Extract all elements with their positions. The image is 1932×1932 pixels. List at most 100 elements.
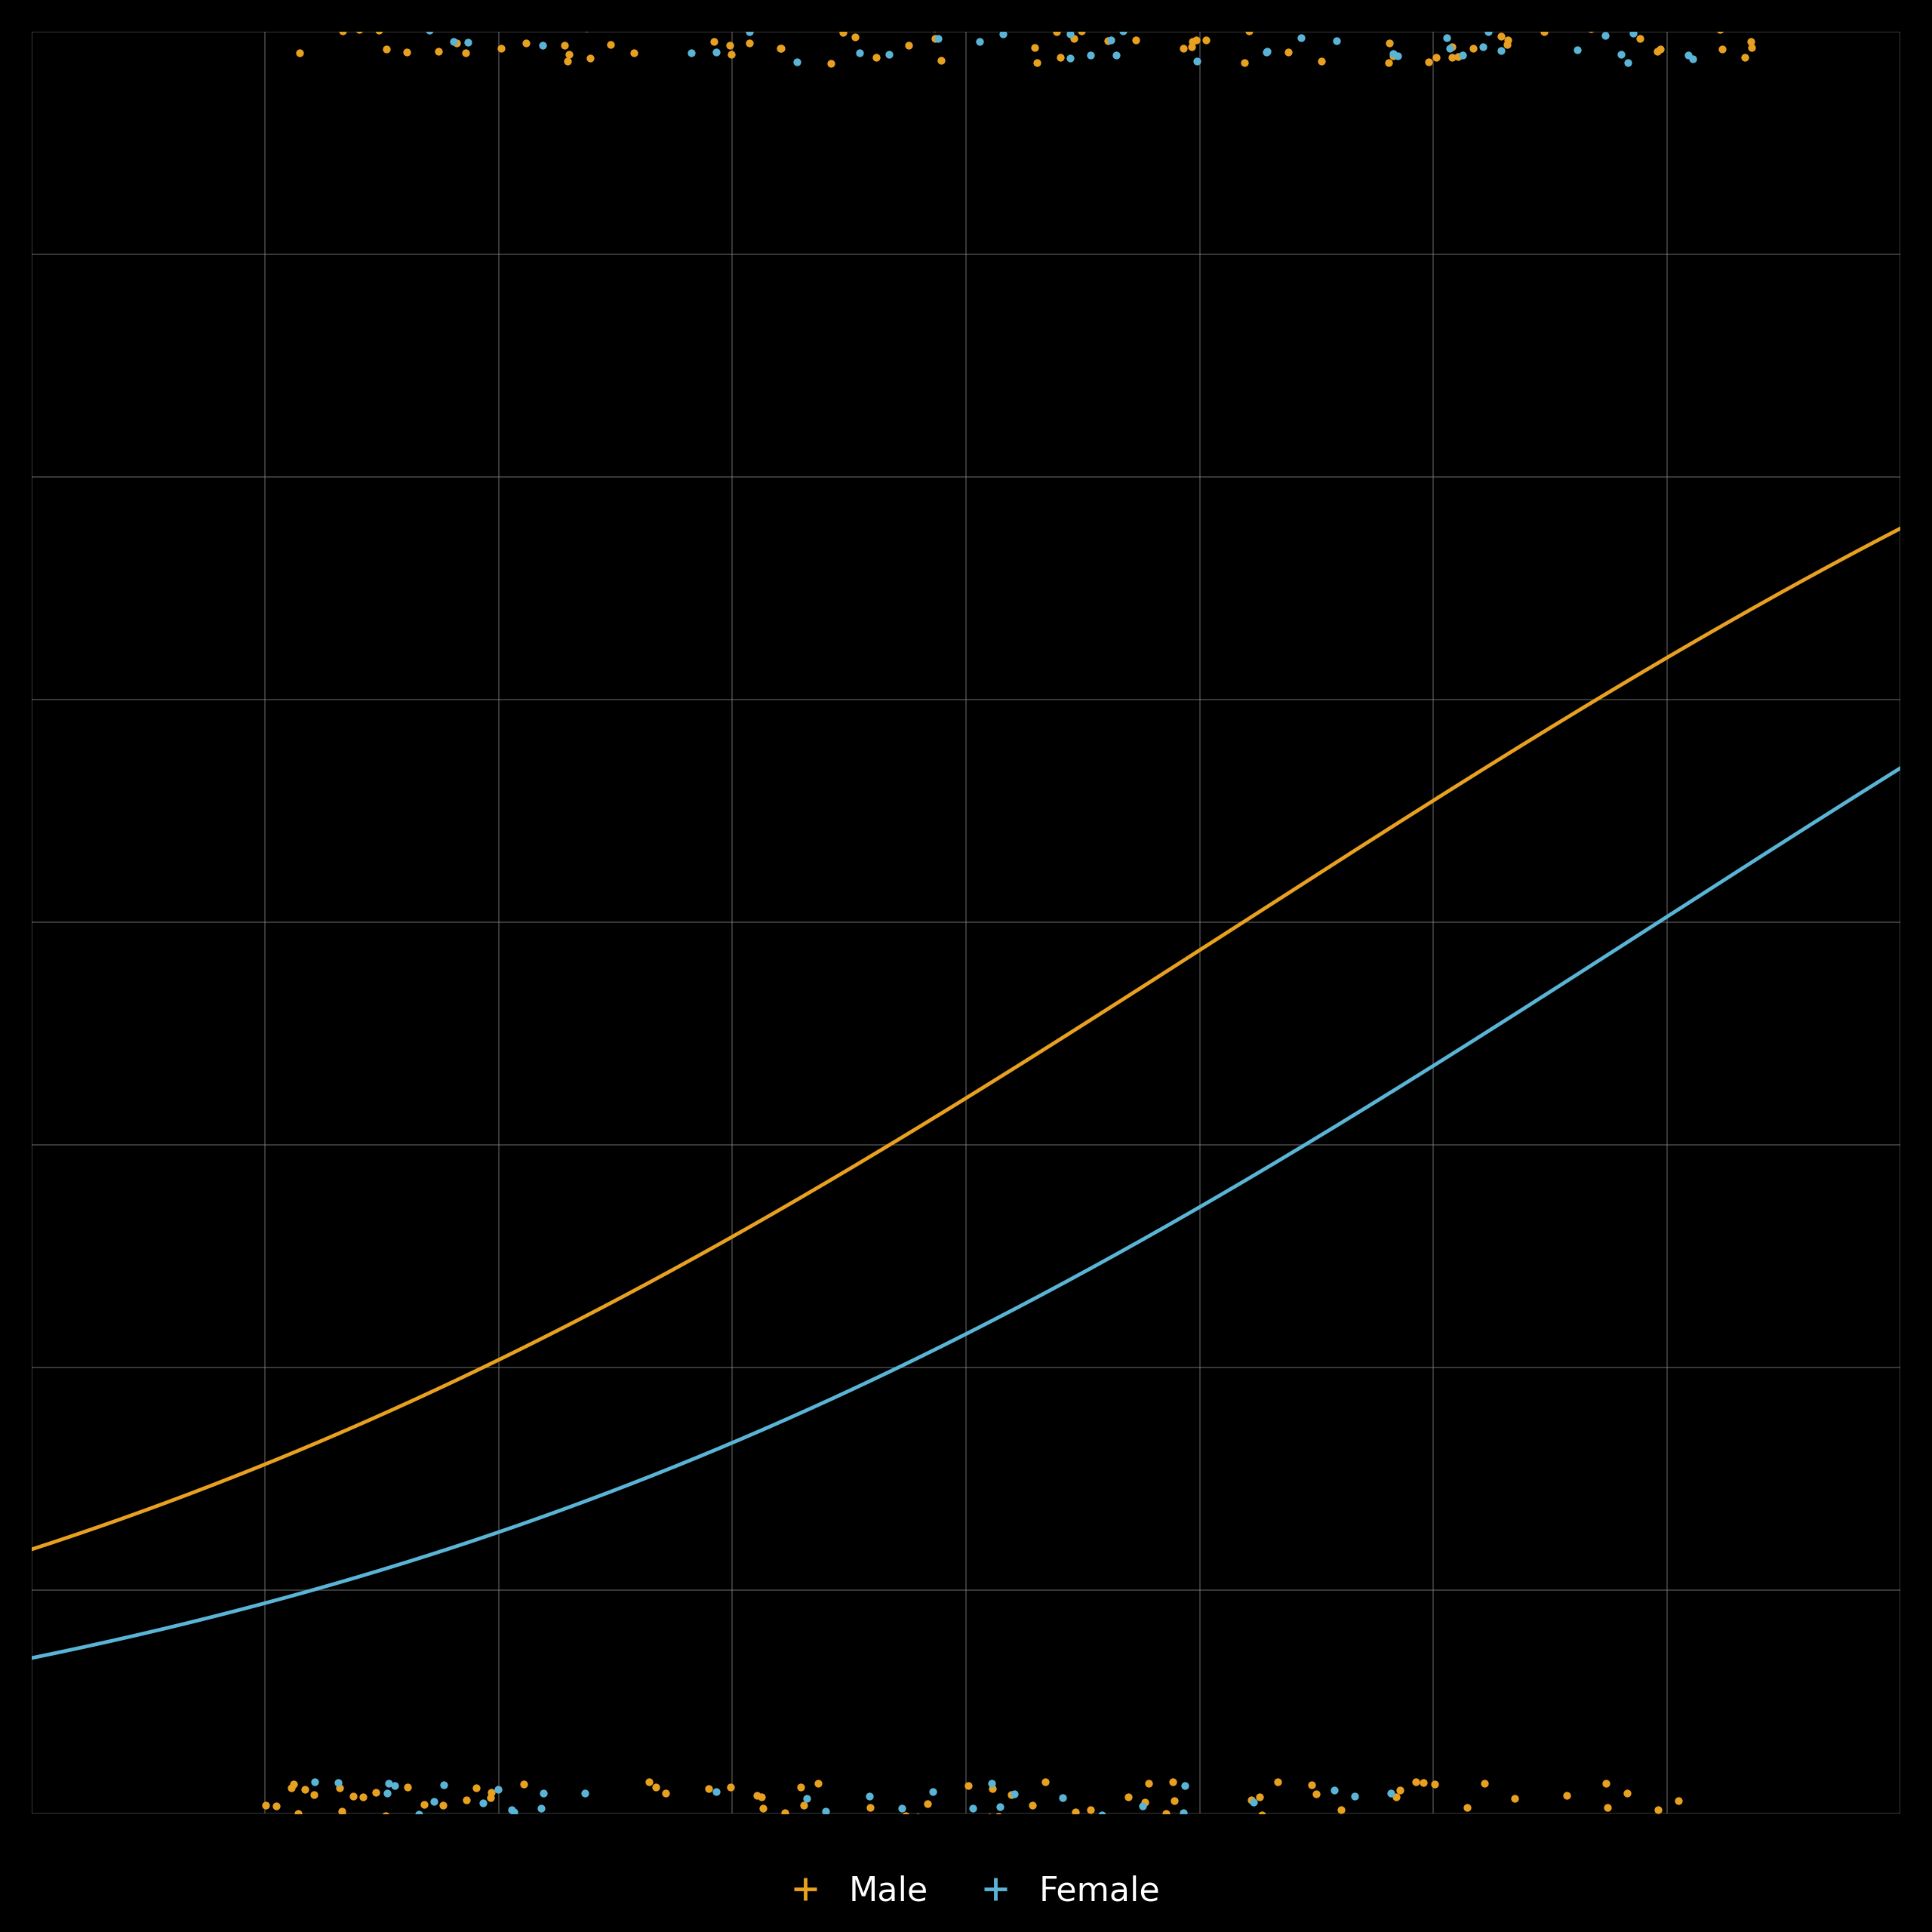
Point: [526, 1793, 556, 1824]
Point: [1613, 46, 1644, 77]
Point: [570, 12, 601, 43]
Point: [976, 1768, 1007, 1799]
Point: [1729, 43, 1760, 73]
Point: [956, 1793, 987, 1824]
Point: [1466, 1830, 1497, 1861]
Point: [1571, 4, 1602, 35]
Point: [1088, 0, 1119, 25]
Point: [1492, 25, 1522, 56]
Point: [1580, 4, 1611, 35]
Point: [460, 4, 491, 35]
Point: [1151, 0, 1182, 17]
Point: [1107, 15, 1138, 46]
Point: [871, 1808, 902, 1839]
Point: [1625, 23, 1656, 54]
Point: [1561, 35, 1592, 66]
Point: [715, 39, 746, 70]
Point: [468, 1787, 498, 1818]
Point: [313, 0, 344, 21]
Point: [862, 1820, 893, 1851]
Point: [1279, 1826, 1310, 1857]
Point: [987, 0, 1018, 25]
Point: [804, 1768, 835, 1799]
Point: [726, 1826, 757, 1857]
Point: [1412, 46, 1443, 77]
Point: [348, 1814, 379, 1845]
Point: [775, 6, 806, 37]
Point: [1644, 33, 1675, 64]
Point: [392, 37, 423, 68]
Point: [1022, 1824, 1053, 1855]
Point: [1196, 0, 1227, 21]
Point: [1041, 17, 1072, 48]
Point: [1439, 1824, 1470, 1855]
Point: [781, 46, 811, 77]
Point: [284, 39, 315, 70]
Point: [1453, 1820, 1484, 1851]
Point: [618, 1822, 649, 1853]
Point: [1540, 1812, 1571, 1843]
Point: [379, 1770, 410, 1801]
Point: [651, 2, 682, 33]
Point: [1590, 1768, 1621, 1799]
Point: [661, 1808, 692, 1839]
Point: [404, 1799, 435, 1830]
Point: [1708, 35, 1739, 66]
Point: [1401, 1766, 1432, 1797]
Point: [1611, 6, 1642, 37]
Point: [952, 1770, 983, 1801]
Point: [1762, 0, 1793, 29]
Point: [1605, 39, 1636, 70]
Point: [1420, 1770, 1451, 1801]
Point: [1737, 33, 1768, 64]
Point: [1503, 0, 1534, 21]
Point: [618, 37, 649, 68]
Point: [371, 33, 402, 64]
Point: [1482, 8, 1513, 39]
Point: [1472, 17, 1503, 48]
Point: [1623, 0, 1654, 23]
Point: [1642, 1795, 1673, 1826]
Point: [813, 8, 844, 39]
Point: [1063, 0, 1094, 17]
Point: [1468, 31, 1499, 62]
Point: [498, 1797, 529, 1828]
Point: [576, 43, 607, 73]
Point: [485, 33, 516, 64]
Point: [1180, 1828, 1211, 1859]
Point: [527, 1777, 558, 1808]
Point: [1169, 1803, 1200, 1833]
Point: [1252, 35, 1283, 66]
Point: [299, 1766, 330, 1797]
Point: [1082, 1824, 1113, 1855]
Point: [810, 1795, 840, 1826]
Point: [954, 1830, 985, 1861]
Point: [245, 1803, 276, 1833]
Point: [912, 1826, 943, 1857]
Point: [576, 6, 607, 37]
Point: [1638, 0, 1669, 19]
Point: [1180, 25, 1211, 56]
Legend: Male, Female: Male, Female: [757, 1862, 1175, 1920]
Point: [1690, 0, 1721, 19]
Point: [667, 1814, 697, 1845]
Point: [1238, 1787, 1269, 1818]
Point: [918, 1777, 949, 1808]
Point: [1113, 1781, 1144, 1812]
Point: [962, 0, 993, 15]
Point: [620, 6, 651, 37]
Point: [408, 1789, 439, 1820]
Point: [359, 1777, 390, 1808]
Point: [862, 43, 893, 73]
Point: [510, 27, 541, 58]
Point: [1621, 1828, 1652, 1859]
Point: [1383, 1776, 1414, 1806]
Point: [373, 1768, 404, 1799]
Point: [1066, 15, 1097, 46]
Point: [997, 1779, 1028, 1810]
Point: [558, 1816, 589, 1847]
Point: [1300, 1777, 1331, 1808]
Point: [450, 1785, 481, 1816]
Point: [1076, 1795, 1107, 1826]
Point: [1347, 1804, 1378, 1835]
